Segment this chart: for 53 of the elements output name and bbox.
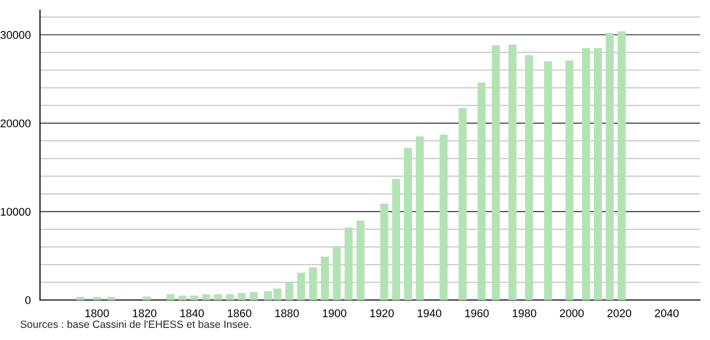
bar — [178, 296, 186, 300]
x-tick-label: 1860 — [228, 309, 252, 318]
bar — [92, 296, 102, 300]
x-tick-label: 1880 — [275, 309, 299, 318]
bar — [458, 108, 467, 300]
y-tick-label: 30000 — [0, 31, 31, 39]
bar — [190, 296, 198, 300]
bar — [250, 292, 258, 300]
y-tick-label: 0 — [25, 296, 31, 304]
x-tick-label: 1840 — [180, 309, 204, 318]
bar — [356, 220, 365, 300]
bar — [440, 134, 448, 300]
bar — [344, 228, 353, 300]
bar — [492, 45, 500, 300]
bar — [202, 294, 210, 300]
bar — [238, 292, 246, 300]
bar — [320, 256, 329, 300]
bar — [544, 61, 552, 300]
y-tick-label: 10000 — [0, 208, 31, 216]
bar — [618, 31, 626, 300]
bar — [297, 272, 306, 300]
x-tick-label: 1940 — [418, 309, 442, 318]
bar — [416, 136, 424, 300]
x-tick-label: 2020 — [607, 309, 632, 318]
bar — [166, 294, 175, 300]
y-tick-label: 20000 — [0, 119, 31, 128]
bar — [332, 246, 341, 300]
x-tick-label: 1820 — [132, 309, 156, 318]
bar — [525, 55, 534, 300]
bar — [582, 48, 590, 300]
bar — [478, 82, 486, 300]
x-tick-label: 1920 — [370, 309, 394, 318]
bar — [142, 296, 151, 300]
bar — [308, 267, 318, 300]
bar — [76, 296, 84, 300]
bar — [107, 296, 116, 300]
bar — [214, 294, 222, 300]
source-note: Sources : base Cassini de l'EHESS et base Insee. — [20, 320, 251, 328]
bar — [606, 32, 614, 300]
bar — [392, 178, 400, 300]
bar — [594, 48, 602, 300]
x-tick-label: 2040 — [654, 309, 679, 318]
bar — [565, 60, 574, 300]
x-tick-label: 1800 — [85, 309, 109, 318]
x-tick-label: 1900 — [322, 309, 346, 318]
x-tick-label: 2000 — [560, 309, 584, 318]
bar — [508, 44, 516, 300]
bar — [226, 294, 234, 300]
x-tick-label: 1960 — [465, 309, 489, 318]
bar — [285, 282, 294, 300]
bar — [380, 204, 388, 300]
x-tick-label: 1980 — [512, 309, 536, 318]
bar — [404, 148, 412, 300]
